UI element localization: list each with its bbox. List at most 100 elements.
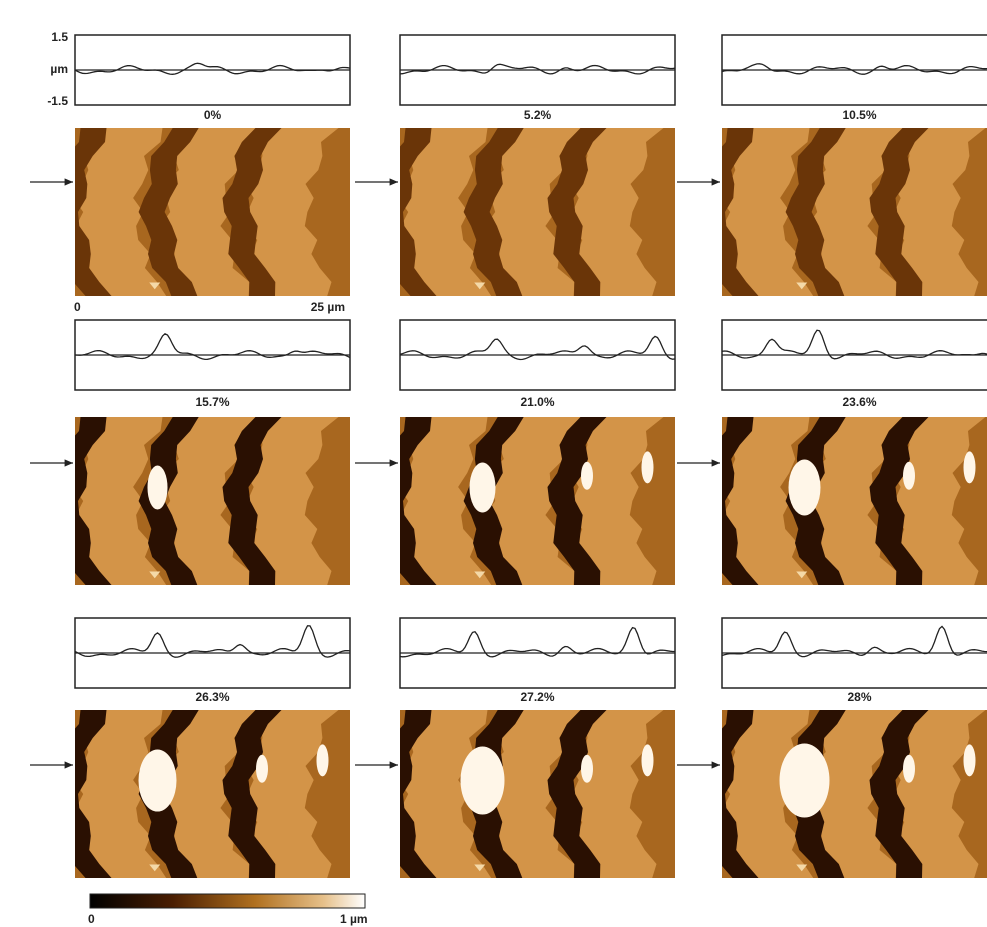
- afm-terrace: [244, 710, 339, 878]
- afm-bright: [903, 461, 915, 490]
- afm-step: [138, 128, 199, 296]
- profile-line: [399, 335, 676, 361]
- panel-label: 15.7%: [195, 395, 229, 409]
- colorbar: [89, 893, 366, 909]
- panel-label: 23.6%: [842, 395, 876, 409]
- profile-line: [721, 329, 987, 360]
- afm-bright: [460, 746, 505, 815]
- afm-terrace: [75, 128, 167, 296]
- afm-step: [222, 128, 282, 296]
- afm-image: [75, 417, 350, 585]
- afm-terrace: [400, 417, 492, 585]
- afm-particle: [796, 282, 808, 290]
- profile-line: [399, 63, 676, 75]
- afm-particle: [474, 282, 486, 290]
- panel-label: 5.2%: [524, 108, 552, 122]
- colorbar-max: 1 µm: [340, 912, 368, 926]
- scale-end: 25 µm: [311, 300, 345, 314]
- panel-label: 26.3%: [195, 690, 229, 704]
- afm-step: [722, 128, 759, 296]
- afm-bright: [138, 749, 177, 812]
- afm-terrace: [722, 417, 814, 585]
- afm-step: [138, 417, 199, 585]
- afm-step: [547, 417, 607, 585]
- afm-bright: [788, 459, 821, 516]
- afm-step: [400, 710, 437, 878]
- afm-step: [722, 710, 759, 878]
- panel-label: 0%: [204, 108, 222, 122]
- afm-bright: [963, 744, 976, 777]
- afm-terrace: [569, 710, 664, 878]
- afm-step: [222, 417, 282, 585]
- afm-bright: [779, 743, 830, 818]
- afm-step: [722, 417, 759, 585]
- scale-start: 0: [74, 300, 81, 314]
- afm-step: [869, 128, 929, 296]
- axis-unit-label: µm: [50, 62, 68, 76]
- afm-step: [463, 417, 524, 585]
- afm-step: [785, 417, 846, 585]
- axis-top-label: 1.5: [51, 30, 68, 44]
- profile-line: [74, 625, 351, 658]
- afm-terrace: [569, 417, 664, 585]
- afm-bright: [256, 754, 268, 783]
- afm-step: [547, 710, 607, 878]
- panel-label: 27.2%: [520, 690, 554, 704]
- profile-line: [721, 63, 987, 75]
- afm-particle: [796, 864, 808, 872]
- afm-step: [463, 128, 524, 296]
- afm-terrace: [75, 417, 167, 585]
- afm-bright: [581, 754, 593, 783]
- afm-image: [400, 710, 675, 878]
- afm-image: [400, 417, 675, 585]
- afm-step: [75, 417, 112, 585]
- profile-line: [399, 626, 675, 658]
- afm-terrace: [891, 710, 986, 878]
- colorbar-min: 0: [88, 912, 95, 926]
- afm-particle: [149, 864, 161, 872]
- afm-particle: [474, 864, 486, 872]
- afm-particle: [149, 571, 161, 579]
- afm-particle: [474, 571, 486, 579]
- panel-label: 10.5%: [842, 108, 876, 122]
- afm-bright: [641, 744, 654, 777]
- afm-image: [722, 417, 987, 585]
- afm-step: [785, 128, 846, 296]
- afm-step: [75, 128, 112, 296]
- afm-step: [400, 128, 437, 296]
- afm-bright: [147, 465, 168, 510]
- profile-line: [74, 333, 351, 361]
- afm-terrace: [400, 128, 492, 296]
- afm-step: [222, 710, 282, 878]
- afm-image: [75, 710, 350, 878]
- afm-step: [869, 710, 929, 878]
- afm-particle: [796, 571, 808, 579]
- afm-image: [722, 128, 987, 296]
- panel-label: 28%: [847, 690, 871, 704]
- afm-terrace: [891, 417, 986, 585]
- afm-image: [400, 128, 675, 296]
- profile-line: [74, 62, 351, 75]
- afm-bright: [963, 451, 976, 484]
- afm-terrace: [569, 128, 664, 296]
- afm-terrace: [244, 417, 339, 585]
- afm-bright: [641, 451, 654, 484]
- afm-bright: [581, 461, 593, 490]
- afm-step: [547, 128, 607, 296]
- afm-terrace: [400, 710, 492, 878]
- afm-terrace: [75, 710, 167, 878]
- afm-image: [75, 128, 350, 296]
- afm-terrace: [244, 128, 339, 296]
- afm-step: [400, 417, 437, 585]
- profile-line: [721, 625, 987, 658]
- afm-bright: [903, 754, 915, 783]
- panel-label: 21.0%: [520, 395, 554, 409]
- afm-terrace: [891, 128, 986, 296]
- axis-bottom-label: -1.5: [47, 94, 68, 108]
- afm-terrace: [722, 128, 814, 296]
- afm-step: [869, 417, 929, 585]
- afm-bright: [316, 744, 329, 777]
- afm-particle: [149, 282, 161, 290]
